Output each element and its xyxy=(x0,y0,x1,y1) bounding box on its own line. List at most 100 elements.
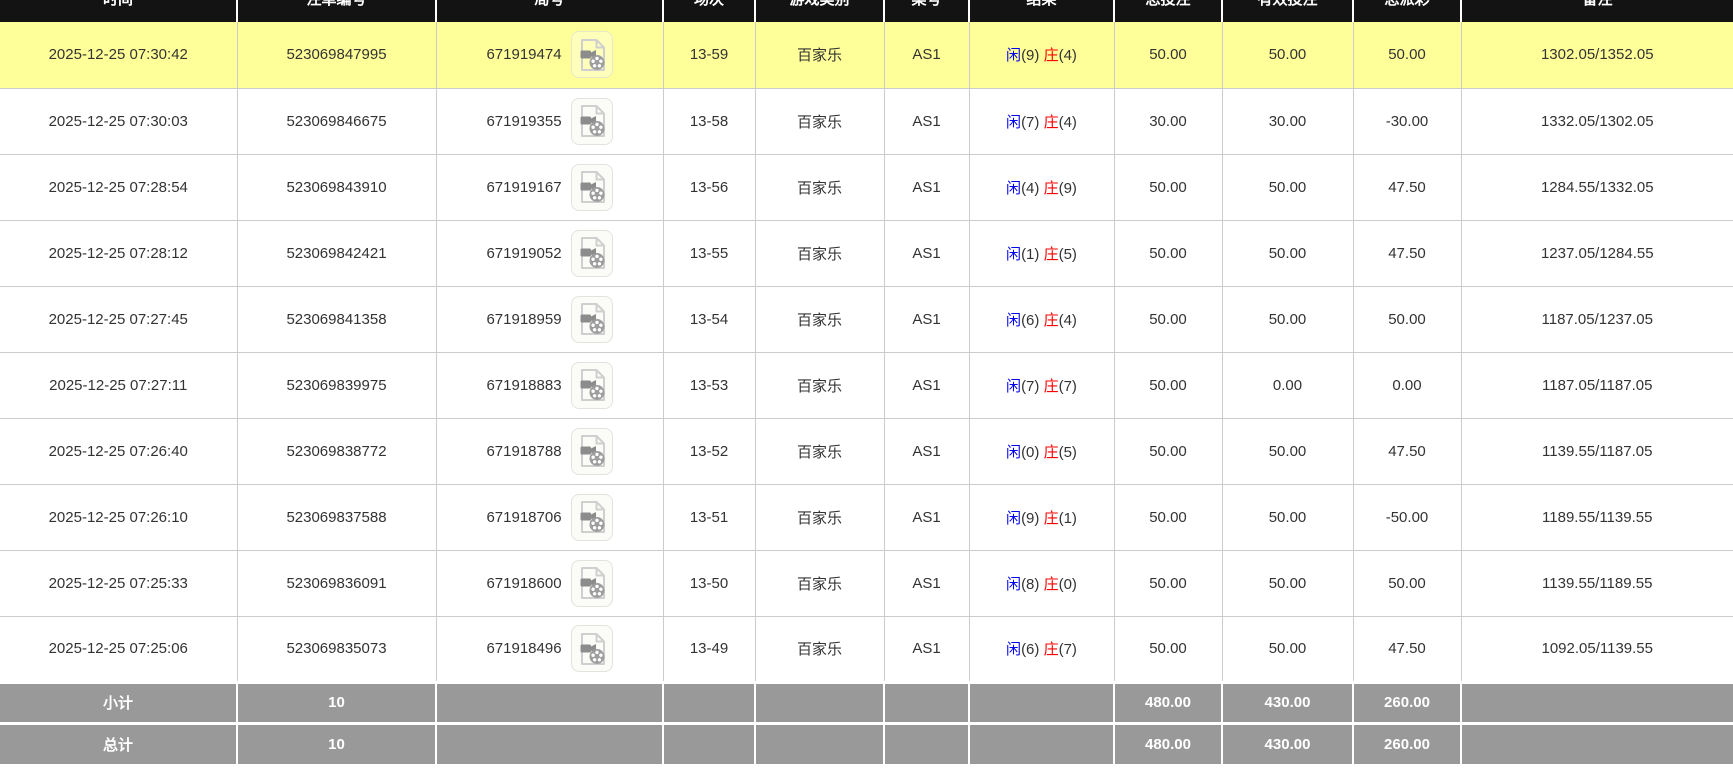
banker-result-label: 庄 xyxy=(1043,179,1059,197)
cell-table-no: AS1 xyxy=(884,418,970,485)
cell-time: 2025-12-25 07:27:11 xyxy=(0,352,238,419)
header-valid-bet: 有效投注 xyxy=(1221,0,1353,22)
cell-table-no: AS1 xyxy=(884,22,970,89)
table-row[interactable]: 2025-12-25 07:30:42 523069847995 6719194… xyxy=(0,22,1733,89)
table-row[interactable]: 2025-12-25 07:26:10 523069837588 6719187… xyxy=(0,484,1733,551)
cell-round-no: 671918496 xyxy=(436,616,664,683)
table-row[interactable]: 2025-12-25 07:25:06 523069835073 6719184… xyxy=(0,616,1733,683)
cell-table-no: AS1 xyxy=(884,88,970,155)
table-row[interactable]: 2025-12-25 07:30:03 523069846675 6719193… xyxy=(0,88,1733,155)
table-row[interactable]: 2025-12-25 07:25:33 523069836091 6719186… xyxy=(0,550,1733,617)
cell-total-payout: 47.50 xyxy=(1353,154,1462,221)
round-number: 671919052 xyxy=(486,244,562,262)
cell-result: 闲(0) 庄(5) xyxy=(969,418,1115,485)
cell-valid-bet: 50.00 xyxy=(1222,550,1354,617)
cell-game-type: 百家乐 xyxy=(755,550,885,617)
cell-total-payout: 50.00 xyxy=(1353,550,1462,617)
cell-total-payout: -30.00 xyxy=(1353,88,1462,155)
cell-table-no: AS1 xyxy=(884,220,970,287)
cell-remark: 1302.05/1352.05 xyxy=(1461,22,1733,89)
banker-result-score: (4) xyxy=(1058,311,1077,329)
header-round-no: 局号 xyxy=(435,0,663,22)
cell-session: 13-49 xyxy=(663,616,756,683)
subtotal-payout: 260.00 xyxy=(1353,680,1462,723)
cell-valid-bet: 50.00 xyxy=(1222,616,1354,683)
table-row[interactable]: 2025-12-25 07:26:40 523069838772 6719187… xyxy=(0,418,1733,485)
table-row[interactable]: 2025-12-25 07:27:11 523069839975 6719188… xyxy=(0,352,1733,419)
banker-result-label: 庄 xyxy=(1043,443,1059,461)
banker-result-score: (0) xyxy=(1058,575,1077,593)
cell-result: 闲(4) 庄(9) xyxy=(969,154,1115,221)
cell-remark: 1092.05/1139.55 xyxy=(1461,616,1733,683)
cell-session: 13-58 xyxy=(663,88,756,155)
cell-time: 2025-12-25 07:26:10 xyxy=(0,484,238,551)
video-replay-button[interactable] xyxy=(570,427,613,475)
summary-empty-cell xyxy=(969,680,1115,723)
cell-valid-bet: 50.00 xyxy=(1222,22,1354,89)
player-result-label: 闲 xyxy=(1006,377,1022,395)
player-result-score: (7) xyxy=(1021,113,1040,131)
grand-total-payout: 260.00 xyxy=(1353,721,1462,764)
cell-result: 闲(6) 庄(7) xyxy=(969,616,1115,683)
video-replay-button[interactable] xyxy=(570,163,613,211)
banker-result-label: 庄 xyxy=(1043,575,1059,593)
cell-table-no: AS1 xyxy=(884,616,970,683)
cell-game-type: 百家乐 xyxy=(755,484,885,551)
cell-remark: 1332.05/1302.05 xyxy=(1461,88,1733,155)
cell-total-payout: 47.50 xyxy=(1353,418,1462,485)
video-replay-button[interactable] xyxy=(570,361,613,409)
cell-valid-bet: 0.00 xyxy=(1222,352,1354,419)
cell-total-bet: 50.00 xyxy=(1114,154,1223,221)
cell-bet-no: 523069842421 xyxy=(237,220,437,287)
cell-session: 13-55 xyxy=(663,220,756,287)
round-number: 671919167 xyxy=(486,178,562,196)
cell-time: 2025-12-25 07:30:03 xyxy=(0,88,238,155)
cell-valid-bet: 50.00 xyxy=(1222,154,1354,221)
cell-remark: 1187.05/1237.05 xyxy=(1461,286,1733,353)
video-replay-button[interactable] xyxy=(570,97,613,145)
banker-result-label: 庄 xyxy=(1043,47,1059,65)
cell-remark: 1189.55/1139.55 xyxy=(1461,484,1733,551)
table-row[interactable]: 2025-12-25 07:27:45 523069841358 6719189… xyxy=(0,286,1733,353)
grand-total-count: 10 xyxy=(237,721,437,764)
header-time: 时间 xyxy=(0,0,237,22)
video-replay-button[interactable] xyxy=(570,493,613,541)
cell-table-no: AS1 xyxy=(884,154,970,221)
cell-total-payout: 47.50 xyxy=(1353,220,1462,287)
video-replay-button[interactable] xyxy=(570,31,613,79)
video-replay-button[interactable] xyxy=(570,625,613,672)
table-row[interactable]: 2025-12-25 07:28:12 523069842421 6719190… xyxy=(0,220,1733,287)
cell-game-type: 百家乐 xyxy=(755,88,885,155)
cell-time: 2025-12-25 07:25:33 xyxy=(0,550,238,617)
round-number: 671919474 xyxy=(486,46,562,64)
video-replay-button[interactable] xyxy=(570,559,613,607)
cell-round-no: 671918959 xyxy=(436,286,664,353)
cell-total-payout: 47.50 xyxy=(1353,616,1462,683)
video-replay-button[interactable] xyxy=(570,295,613,343)
video-replay-icon xyxy=(578,105,606,137)
cell-result: 闲(7) 庄(4) xyxy=(969,88,1115,155)
summary-empty-cell xyxy=(969,721,1115,764)
cell-table-no: AS1 xyxy=(884,550,970,617)
subtotal-label: 小计 xyxy=(0,680,238,723)
player-result-label: 闲 xyxy=(1006,47,1022,65)
table-row[interactable]: 2025-12-25 07:28:54 523069843910 6719191… xyxy=(0,154,1733,221)
grand-total-label: 总计 xyxy=(0,721,238,764)
cell-game-type: 百家乐 xyxy=(755,352,885,419)
cell-remark: 1187.05/1187.05 xyxy=(1461,352,1733,419)
summary-empty-cell xyxy=(755,721,885,764)
header-total-payout: 总派彩 xyxy=(1352,0,1461,22)
cell-session: 13-59 xyxy=(663,22,756,89)
video-replay-button[interactable] xyxy=(570,229,613,277)
video-replay-icon xyxy=(578,567,606,599)
player-result-label: 闲 xyxy=(1006,443,1022,461)
video-replay-icon xyxy=(578,369,606,401)
cell-bet-no: 523069837588 xyxy=(237,484,437,551)
banker-result-label: 庄 xyxy=(1043,245,1059,263)
player-result-score: (1) xyxy=(1021,245,1040,263)
video-replay-icon xyxy=(578,435,606,467)
cell-remark: 1237.05/1284.55 xyxy=(1461,220,1733,287)
cell-session: 13-52 xyxy=(663,418,756,485)
subtotal-row: 小计 10 480.00 430.00 260.00 xyxy=(0,680,1733,723)
header-bet-no: 注单编号 xyxy=(236,0,436,22)
